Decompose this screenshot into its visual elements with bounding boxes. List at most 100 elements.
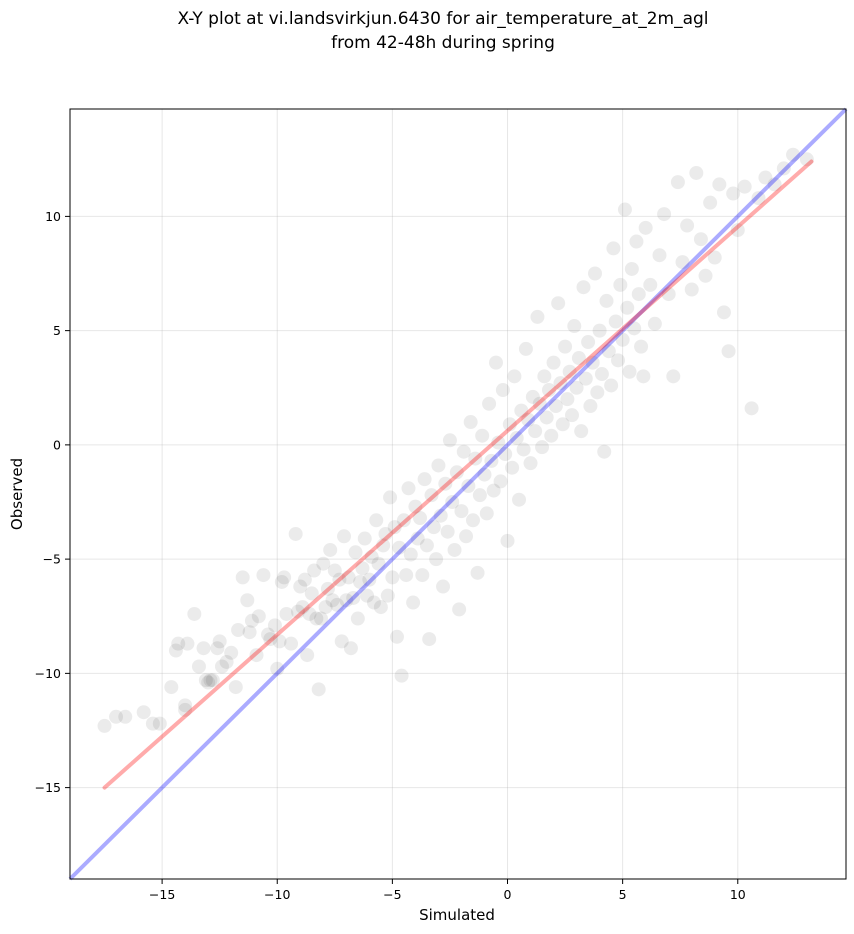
data-point	[337, 529, 352, 544]
data-point	[758, 170, 773, 185]
data-point	[364, 549, 379, 564]
data-point	[348, 545, 363, 560]
data-point	[311, 682, 326, 697]
data-point	[431, 458, 446, 473]
data-point	[214, 659, 229, 674]
data-point	[624, 261, 639, 276]
data-point	[472, 488, 487, 503]
data-point	[693, 232, 708, 247]
data-point	[528, 424, 543, 439]
data-point	[657, 207, 672, 222]
data-point	[297, 572, 312, 587]
y-tick-label: −10	[35, 666, 61, 681]
axis-ticks: −15 −10 −5 0 5 10 −15 −10 −5 0 5 10	[35, 209, 746, 902]
data-point	[429, 552, 444, 567]
data-point	[376, 538, 391, 553]
data-point	[97, 718, 112, 733]
data-point	[394, 668, 409, 683]
y-tick-label: 10	[45, 209, 61, 224]
data-point	[323, 542, 338, 557]
data-point	[544, 428, 559, 443]
data-point	[622, 364, 637, 379]
data-point	[168, 643, 183, 658]
data-point	[396, 513, 411, 528]
data-point	[716, 305, 731, 320]
data-point	[228, 680, 243, 695]
data-point	[493, 474, 508, 489]
data-point	[251, 609, 266, 624]
data-point	[500, 533, 515, 548]
data-point	[799, 152, 814, 167]
data-point	[553, 376, 568, 391]
data-point	[413, 510, 428, 525]
data-point	[320, 581, 335, 596]
data-point	[350, 611, 365, 626]
data-point	[300, 648, 315, 663]
data-point	[475, 428, 490, 443]
data-point	[346, 590, 361, 605]
data-point	[442, 433, 457, 448]
data-point	[599, 293, 614, 308]
data-point	[187, 606, 202, 621]
data-point	[284, 636, 299, 651]
data-point	[290, 604, 305, 619]
plot-frame	[69, 108, 847, 880]
data-point	[191, 659, 206, 674]
data-point	[459, 529, 474, 544]
data-point	[205, 673, 220, 688]
data-point	[539, 410, 554, 425]
data-point	[535, 440, 550, 455]
data-point	[680, 218, 695, 233]
x-axis-label: Simulated	[419, 906, 495, 924]
data-point	[588, 266, 603, 281]
data-point	[532, 396, 547, 411]
data-point	[362, 572, 377, 587]
data-point	[652, 248, 667, 263]
y-tick-label: 5	[53, 323, 61, 338]
data-point	[703, 195, 718, 210]
data-point	[620, 300, 635, 315]
data-point	[288, 526, 303, 541]
data-point	[263, 632, 278, 647]
data-point	[636, 369, 651, 384]
identity-line	[68, 107, 848, 881]
data-point	[449, 465, 464, 480]
x-tick-label: −5	[383, 887, 401, 902]
data-point	[730, 223, 745, 238]
data-point	[518, 341, 533, 356]
data-point	[516, 442, 531, 457]
data-point	[244, 613, 259, 628]
data-point	[385, 570, 400, 585]
data-point	[357, 531, 372, 546]
data-point	[440, 524, 455, 539]
data-point	[203, 673, 218, 688]
y-tick-label: 0	[53, 437, 61, 452]
data-point	[525, 389, 540, 404]
data-point	[601, 344, 616, 359]
data-point	[452, 602, 467, 617]
data-point	[629, 234, 644, 249]
data-point	[198, 673, 213, 688]
data-point	[583, 399, 598, 414]
chart-title-line-2: from 42-48h during spring	[331, 33, 555, 53]
data-point	[210, 641, 225, 656]
data-point	[180, 636, 195, 651]
data-point	[560, 392, 575, 407]
data-point	[334, 634, 349, 649]
data-point	[512, 492, 527, 507]
data-point	[164, 680, 179, 695]
data-point	[219, 654, 234, 669]
data-point	[666, 369, 681, 384]
data-point	[638, 220, 653, 235]
data-point	[498, 447, 513, 462]
data-point	[330, 597, 345, 612]
x-tick-label: 10	[730, 887, 746, 902]
data-point	[546, 355, 561, 370]
fit-line	[102, 159, 814, 790]
data-point	[295, 600, 310, 615]
data-point	[726, 186, 741, 201]
data-point	[574, 424, 589, 439]
x-tick-label: −15	[149, 887, 175, 902]
data-point	[309, 611, 324, 626]
data-point	[419, 538, 434, 553]
